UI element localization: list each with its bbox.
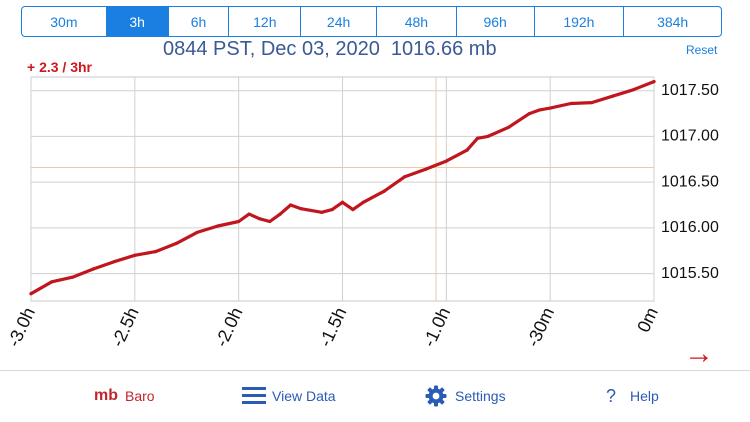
pressure-data-point [174,241,178,245]
y-tick-label: 1017.50 [661,82,719,99]
baro-unit-icon: mb [94,387,118,404]
pressure-trend-label: + 2.3 / 3hr [27,59,92,75]
range-24h[interactable]: 24h [301,7,377,36]
tab-view-data-label: View Data [272,388,336,404]
pressure-data-point [320,210,324,214]
pressure-data-point [351,207,355,212]
pressure-chart[interactable]: -3.0h -2.5h -2.0h -1.5h -1.0h -30m 0m 1015.50 1… [0,0,750,370]
pressure-data-point [112,260,116,264]
pressure-data-point [361,200,365,204]
pressure-data-point [340,200,345,204]
range-3h[interactable]: 3h [106,7,169,36]
pressure-data-point [299,207,303,211]
reset-button[interactable]: Reset [686,43,718,57]
x-tick-label: -2.5h [107,304,142,350]
range-6h[interactable]: 6h [169,7,230,36]
range-96h[interactable]: 96h [457,7,535,36]
pressure-data-point [154,250,158,254]
pressure-series-line [29,79,656,296]
current-reading-title: 0844 PST, Dec 03, 2020 1016.66 mb [163,38,497,60]
pressure-data-point [403,175,407,179]
tab-help-label: Help [630,388,659,404]
range-48h[interactable]: 48h [377,7,457,36]
tab-bar-divider [0,370,750,371]
x-tick-label: -30m [523,304,558,350]
range-384h[interactable]: 384h [657,13,689,30]
pressure-data-point [382,189,386,193]
tab-settings-label: Settings [455,388,506,404]
tab-help[interactable]: ? Help [606,383,659,409]
range-selector: 30m 3h 6h 12h 24h 48h 96h 192h 384h [21,6,722,37]
pressure-data-point [70,275,75,279]
pressure-data-point [330,207,334,212]
range-12h[interactable]: 12h [229,7,302,36]
pressure-data-point [465,148,469,152]
pressure-data-point [538,108,542,112]
help-icon: ? [606,385,617,406]
pressure-data-point [527,111,532,116]
pressure-data-point [631,88,635,92]
range-30m[interactable]: 30m [22,7,107,36]
x-tick-label: -3.0h [3,304,38,350]
pressure-data-point [423,167,428,171]
pressure-data-point [133,253,137,257]
pressure-data-point [278,212,282,216]
pressure-data-point [569,101,573,106]
tab-view-data[interactable]: View Data [242,383,336,409]
y-tick-label: 1015.50 [661,265,719,282]
pressure-data-point [444,159,448,163]
pressure-data-point [590,101,594,105]
pressure-data-point [29,292,33,296]
pressure-data-point [507,125,511,129]
pressure-data-point [91,267,95,271]
pressure-data-point [288,203,293,207]
x-tick-label: -1.5h [315,304,350,350]
pressure-data-point [50,280,54,284]
tab-baro[interactable]: mb Baro [94,383,155,409]
pressure-data-point [652,79,656,84]
y-tick-label: 1016.00 [661,219,719,236]
list-icon [242,386,266,406]
pressure-data-point [268,219,272,224]
x-tick-label: -1.0h [419,304,454,350]
pressure-data-point [486,134,490,139]
gear-icon [425,385,447,407]
pressure-data-point [475,136,480,140]
pressure-data-point [610,94,615,98]
pressure-data-point [195,230,199,235]
y-tick-label: 1017.00 [661,128,719,145]
right-arrow-icon[interactable]: → [684,337,714,370]
pressure-data-point [216,224,220,228]
x-tick-label: -2.0h [211,304,246,350]
pressure-data-point [247,212,251,216]
tab-baro-label: Baro [125,388,155,404]
pressure-data-point [257,217,262,221]
x-tick-label: 0m [633,304,662,335]
tab-bar: mb Baro View Data Settings ? Help [0,371,750,422]
pressure-data-point [548,106,552,110]
range-192h[interactable]: 192h [535,7,625,36]
pressure-data-point [237,219,241,224]
tab-settings[interactable]: Settings [425,383,506,409]
y-tick-label: 1016.50 [661,173,719,190]
